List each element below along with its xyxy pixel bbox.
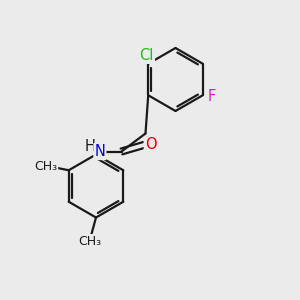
Text: CH₃: CH₃ [34,160,57,172]
Text: F: F [208,89,216,104]
Text: N: N [94,144,105,159]
Text: Cl: Cl [140,48,154,63]
Text: CH₃: CH₃ [78,235,102,248]
Text: H: H [85,139,96,154]
Text: O: O [145,137,156,152]
